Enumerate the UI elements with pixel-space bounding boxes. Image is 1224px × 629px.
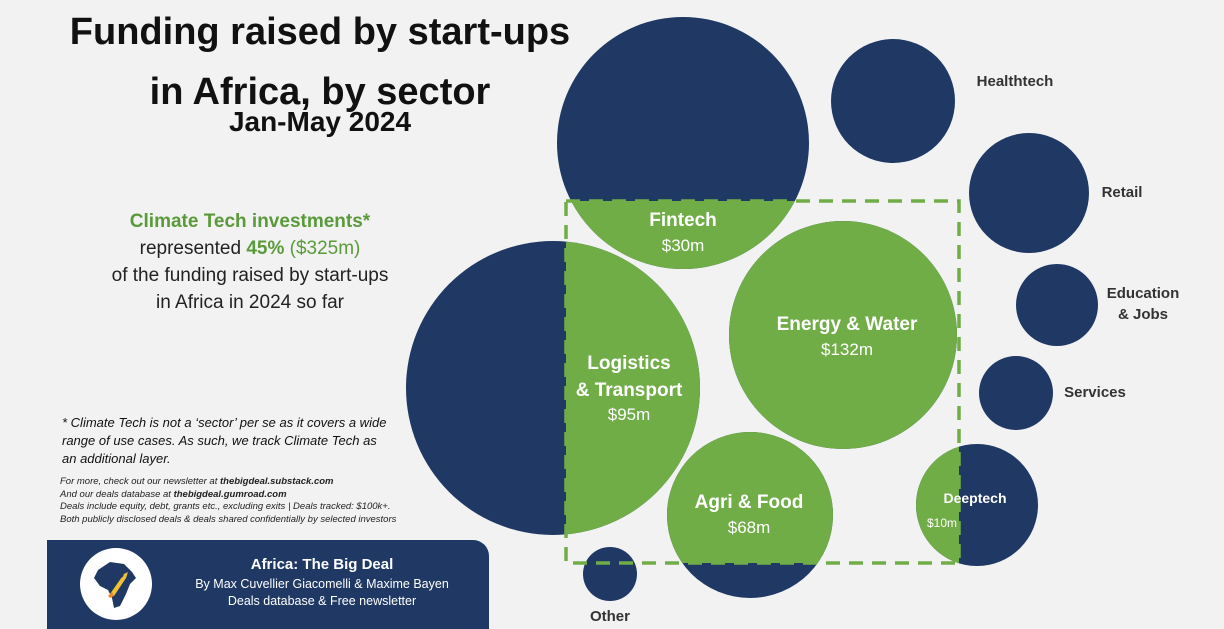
label-deeptech: Deeptech	[943, 490, 1006, 506]
label-agri-and-food: Agri & Food	[695, 492, 804, 513]
label-energy-and-water: Energy & Water	[777, 314, 918, 335]
database-link[interactable]: thebigdeal.gumroad.com	[173, 488, 287, 500]
title-line-1: Funding raised by start-ups	[69, 11, 571, 53]
newsletter-link[interactable]: thebigdeal.substack.com	[219, 476, 334, 487]
label-education-and-jobs: Education & Jobs	[1107, 285, 1180, 323]
footer-text: Africa: The Big Deal By Max Cuvellier Gi…	[177, 554, 467, 610]
bubble-other-total	[583, 547, 637, 601]
bubble-services-total	[979, 356, 1053, 430]
smallprint-database-prefix: And our deals database at	[60, 488, 174, 500]
label-retail: Retail	[1102, 184, 1143, 201]
climate-note-line3: of the funding raised by start-ups	[111, 265, 389, 286]
label-healthtech: Healthtech	[977, 73, 1054, 90]
smallprint-deal-scope: Deals include equity, debt, grants etc.,…	[60, 501, 391, 512]
climate-tech-boundary	[564, 199, 961, 565]
bubble-deeptech-climate	[916, 446, 959, 563]
africa-rocket-logo-icon	[80, 548, 152, 620]
climate-note-amount: ($325m)	[289, 238, 361, 259]
value-deeptech: $10m	[927, 516, 957, 530]
climate-note-lead: Climate Tech investments*	[129, 211, 371, 232]
footer-tagline: Deals database & Free newsletter	[227, 594, 417, 608]
bubble-logistics-and-transport-climate	[566, 241, 700, 535]
footer-title: Africa: The Big Deal	[250, 556, 394, 573]
climate-note-share: 45%	[246, 238, 285, 259]
label-services: Services	[1064, 384, 1126, 401]
label-logistics-and-transport: Logistics & Transport	[576, 353, 683, 401]
climate-note-line4: in Africa in 2024 so far	[156, 292, 344, 313]
footer-banner: Africa: The Big Deal By Max Cuvellier Gi…	[47, 540, 489, 629]
title-line-2: in Africa, by sector	[149, 71, 491, 113]
label-other: Other	[590, 608, 630, 625]
climate-tech-footnote: * Climate Tech is not a ‘sector’ per se …	[62, 415, 387, 466]
bubble-healthtech-total	[831, 39, 955, 163]
bubble-fintech-climate	[571, 201, 795, 269]
footer-authors: By Max Cuvellier Giacomelli & Maxime Bay…	[195, 577, 449, 591]
climate-tech-summary: Climate Tech investments* represented 45…	[60, 208, 440, 316]
smallprint-disclosure: Both publicly disclosed deals & deals sh…	[60, 513, 397, 525]
bubble-energy-and-water-climate	[729, 221, 957, 449]
label-fintech: Fintech	[649, 210, 717, 231]
climate-note-represented: represented	[139, 238, 242, 259]
value-logistics-and-transport: $95m	[608, 405, 651, 424]
smallprint-newsletter-prefix: For more, check out our newsletter at	[60, 476, 220, 487]
source-notes: For more, check out our newsletter at th…	[60, 476, 480, 526]
chart-subtitle: Jan-May 2024	[228, 106, 412, 137]
bubble-education-and-jobs-total	[1016, 264, 1098, 346]
bubble-retail-total	[969, 133, 1089, 253]
bubble-agri-and-food-climate	[667, 432, 833, 563]
value-energy-and-water: $132m	[821, 340, 873, 359]
value-agri-and-food: $68m	[728, 518, 771, 537]
value-fintech: $30m	[662, 236, 705, 255]
chart-title: Funding raised by start-ups in Africa, b…	[40, 2, 600, 122]
